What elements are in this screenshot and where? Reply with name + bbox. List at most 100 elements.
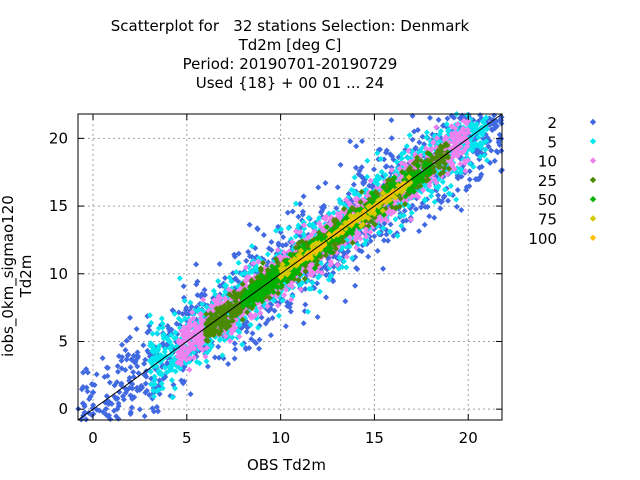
data-point bbox=[149, 342, 156, 349]
data-point bbox=[257, 265, 264, 272]
data-point bbox=[371, 211, 378, 218]
data-point bbox=[183, 304, 190, 311]
data-point bbox=[128, 404, 135, 411]
data-point bbox=[315, 184, 322, 191]
data-point bbox=[103, 405, 110, 412]
data-point bbox=[177, 347, 184, 354]
data-point bbox=[151, 373, 158, 380]
data-point bbox=[457, 169, 464, 176]
data-point bbox=[265, 245, 272, 252]
data-point bbox=[174, 359, 181, 366]
data-point bbox=[248, 314, 255, 321]
data-point bbox=[454, 186, 461, 193]
data-point bbox=[341, 258, 348, 265]
data-point bbox=[437, 205, 444, 212]
data-point bbox=[296, 229, 303, 236]
data-point bbox=[437, 163, 444, 170]
data-point bbox=[199, 339, 206, 346]
data-point bbox=[437, 159, 444, 166]
data-point bbox=[175, 315, 182, 322]
data-point bbox=[430, 140, 437, 147]
data-point bbox=[160, 335, 167, 342]
data-point bbox=[431, 214, 438, 221]
data-point bbox=[413, 157, 420, 164]
data-point bbox=[371, 221, 378, 228]
data-point bbox=[193, 281, 200, 288]
data-point bbox=[247, 287, 254, 294]
data-point bbox=[187, 299, 194, 306]
data-point bbox=[383, 231, 390, 238]
data-point bbox=[203, 311, 210, 318]
data-point bbox=[250, 302, 257, 309]
data-point bbox=[314, 280, 321, 287]
data-point bbox=[460, 125, 467, 132]
data-point bbox=[466, 176, 473, 183]
data-point bbox=[123, 356, 130, 363]
data-point bbox=[193, 261, 200, 268]
data-point bbox=[355, 171, 362, 178]
data-point bbox=[204, 363, 211, 370]
data-point bbox=[166, 363, 173, 370]
data-point bbox=[244, 274, 251, 281]
data-point bbox=[480, 119, 487, 126]
data-point bbox=[358, 188, 365, 195]
data-point bbox=[281, 249, 288, 256]
data-point bbox=[129, 381, 136, 388]
data-point bbox=[390, 188, 397, 195]
data-point bbox=[301, 275, 308, 282]
data-point bbox=[374, 150, 381, 157]
data-point bbox=[440, 169, 447, 176]
data-point bbox=[177, 365, 184, 372]
data-point bbox=[193, 358, 200, 365]
data-point bbox=[402, 193, 409, 200]
data-point bbox=[157, 369, 164, 376]
data-point bbox=[339, 229, 346, 236]
data-point bbox=[352, 164, 359, 171]
data-point bbox=[295, 213, 302, 220]
data-point bbox=[437, 128, 444, 135]
data-point bbox=[340, 201, 347, 208]
data-point bbox=[343, 196, 350, 203]
data-point bbox=[359, 138, 366, 145]
data-point bbox=[478, 163, 485, 170]
data-point bbox=[122, 366, 129, 373]
data-point bbox=[445, 190, 452, 197]
data-point bbox=[331, 218, 338, 225]
data-point bbox=[133, 325, 140, 332]
data-point bbox=[306, 221, 313, 228]
data-point bbox=[301, 222, 308, 229]
data-point bbox=[457, 161, 464, 168]
data-point bbox=[149, 381, 156, 388]
data-point bbox=[408, 170, 415, 177]
data-point bbox=[118, 380, 125, 387]
data-point bbox=[322, 179, 329, 186]
data-point bbox=[148, 319, 155, 326]
data-point bbox=[146, 391, 153, 398]
data-point bbox=[150, 393, 157, 400]
data-point bbox=[363, 233, 370, 240]
data-point bbox=[253, 305, 260, 312]
data-point bbox=[322, 252, 329, 259]
data-point bbox=[365, 223, 372, 230]
data-point bbox=[277, 265, 284, 272]
data-point bbox=[387, 221, 394, 228]
data-point bbox=[457, 165, 464, 172]
data-point bbox=[271, 307, 278, 314]
data-point bbox=[322, 216, 329, 223]
data-point bbox=[248, 336, 255, 343]
data-point bbox=[496, 141, 503, 148]
data-point bbox=[347, 234, 354, 241]
data-point bbox=[295, 277, 302, 284]
data-point bbox=[469, 147, 476, 154]
data-point bbox=[119, 354, 126, 361]
data-point bbox=[277, 274, 284, 281]
data-point bbox=[345, 248, 352, 255]
data-point bbox=[424, 203, 431, 210]
title-line-1: Scatterplot for 32 stations Selection: D… bbox=[110, 17, 470, 35]
data-point bbox=[358, 248, 365, 255]
data-point bbox=[419, 144, 426, 151]
data-point bbox=[415, 162, 422, 169]
data-point bbox=[485, 143, 492, 150]
data-point bbox=[222, 333, 229, 340]
data-point bbox=[223, 320, 230, 327]
